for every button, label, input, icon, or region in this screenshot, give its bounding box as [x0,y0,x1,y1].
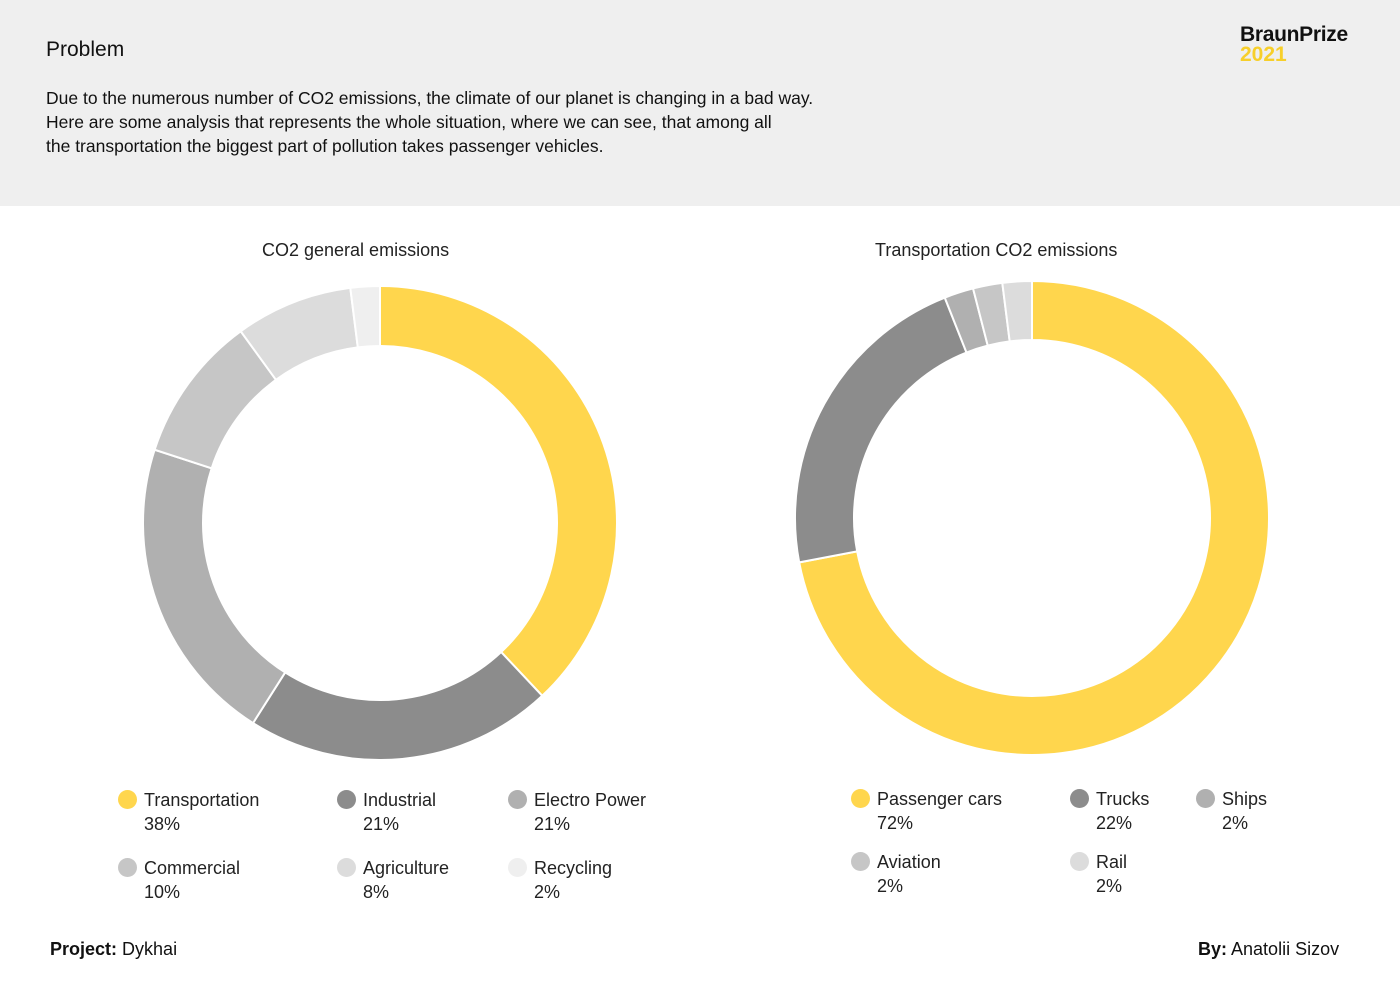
legend-item-ships: Ships 2% [1196,787,1268,835]
legend-value: 2% [534,882,561,902]
brand-year: 2021 [1240,43,1287,66]
brand-logo: BraunPrize 2021 [1240,23,1348,66]
author-name: Anatolii Sizov [1231,939,1340,959]
legend-swatch [508,858,527,877]
legend-label: Ships [1222,789,1268,809]
legend-item-commercial: Commercial 10% [118,856,241,904]
legend-label: Transportation [144,790,260,810]
legend-item-agriculture: Agriculture 8% [337,856,450,904]
legend-item-rail: Rail 2% [1070,850,1128,898]
legend-value: 2% [877,876,904,896]
chart-title-transportation: Transportation CO2 emissions [875,240,1118,260]
transportation-slice-trucks [794,296,968,564]
legend-label: Recycling [534,858,613,878]
general-slice-industrial [251,650,544,761]
chart-title-general: CO2 general emissions [262,240,450,260]
legend-swatch [508,790,527,809]
transportation-slice-passenger-cars [798,279,1270,756]
legend-swatch [851,852,870,871]
legend-value: 2% [1222,813,1249,833]
project-credit: Project: Dykhai [50,939,177,960]
legend-value: 21% [534,814,571,834]
transportation-slice-rail [1001,279,1033,343]
legend-label: Rail [1096,852,1128,872]
brand-name: BraunPrize [1240,23,1348,46]
general-slice-transportation [379,284,618,698]
legend-value: 38% [144,814,181,834]
legend-item-aviation: Aviation 2% [851,850,941,898]
legend-swatch [118,858,137,877]
legend-label: Industrial [363,790,437,810]
legend-swatch [118,790,137,809]
project-label: Project: [50,939,118,959]
author-label: By: [1198,939,1228,959]
legend-swatch [337,858,356,877]
general-slice-electro-power [142,448,287,725]
legend-label: Electro Power [534,790,647,810]
general-slice-recycling [349,284,381,349]
intro-line: the transportation the biggest part of p… [46,136,604,156]
intro-line: Here are some analysis that represents t… [46,112,772,132]
legend-value: 72% [877,813,914,833]
project-name: Dykhai [122,939,178,959]
legend-value: 22% [1096,813,1133,833]
intro-text: Due to the numerous number of CO2 emissi… [46,86,946,158]
header-panel: Problem Due to the numerous number of CO… [0,0,1400,206]
legend-item-trucks: Trucks 22% [1070,787,1150,835]
legend-label: Passenger cars [877,789,1003,809]
legend-item-recycling: Recycling 2% [508,856,613,904]
intro-line: Due to the numerous number of CO2 emissi… [46,88,814,108]
legend-label: Commercial [144,858,241,878]
legend-value: 2% [1096,876,1123,896]
legend-value: 10% [144,882,181,902]
legend-label: Aviation [877,852,941,872]
legend-value: 8% [363,882,390,902]
legend-swatch [337,790,356,809]
legend-item-passenger-cars: Passenger cars 72% [851,787,1003,835]
legend-value: 21% [363,814,400,834]
author-credit: By: Anatolii Sizov [1198,939,1339,960]
legend-item-transportation: Transportation 38% [118,788,260,836]
legend-label: Agriculture [363,858,450,878]
legend-swatch [1070,852,1089,871]
legend-label: Trucks [1096,789,1150,809]
legend-item-industrial: Industrial 21% [337,788,437,836]
legend-swatch [1070,789,1089,808]
legend-swatch [1196,789,1215,808]
legend-item-electro-power: Electro Power 21% [508,788,647,836]
page-title: Problem [46,38,125,61]
legend-swatch [851,789,870,808]
